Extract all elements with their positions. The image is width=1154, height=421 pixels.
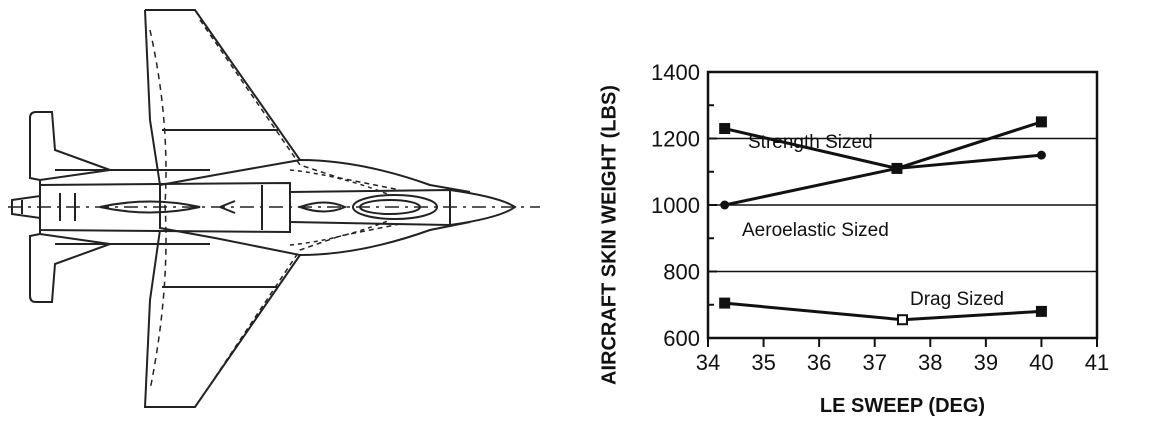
series-label-drag-sized: Drag Sized — [910, 289, 1004, 310]
data-point — [720, 200, 730, 210]
y-tick-label: 800 — [663, 260, 700, 285]
y-tick-label: 1200 — [651, 127, 700, 152]
y-tick-label: 1400 — [651, 60, 700, 85]
skin-weight-chart: 34 35 36 37 38 39 40 41 600 800 1000 1200 1400 LE S… — [598, 60, 1109, 417]
x-axis-title: LE SWEEP (DEG) — [820, 395, 985, 417]
x-tick-label: 40 — [1029, 350, 1053, 375]
y-tick-label: 600 — [663, 326, 700, 351]
series-line — [724, 153, 1042, 207]
data-point — [1035, 116, 1047, 128]
series-label-strength-sized: Strength Sized — [748, 132, 873, 153]
x-tick-label: 36 — [807, 350, 831, 375]
data-point — [1035, 305, 1047, 317]
y-tick-label: 1000 — [651, 193, 700, 218]
x-tick-label: 34 — [696, 350, 720, 375]
x-tick-label: 41 — [1085, 350, 1109, 375]
x-tick-label: 37 — [862, 350, 886, 375]
x-tick-label: 39 — [974, 350, 998, 375]
x-tick-label: 35 — [751, 350, 775, 375]
data-point — [892, 163, 902, 173]
y-ticks: 600 800 1000 1200 1400 — [651, 60, 717, 351]
data-point — [1036, 150, 1046, 160]
data-point — [719, 123, 731, 135]
series-layer — [719, 116, 1047, 326]
x-tick-label: 38 — [918, 350, 942, 375]
data-point — [897, 314, 908, 326]
x-ticks: 34 35 36 37 38 39 40 41 — [696, 338, 1109, 375]
series-label-aeroelastic-sized: Aeroelastic Sized — [742, 220, 889, 241]
y-axis-title: AIRCRAFT SKIN WEIGHT (LBS) — [598, 85, 620, 385]
aircraft-planform-icon — [8, 9, 540, 408]
data-point — [719, 297, 731, 309]
